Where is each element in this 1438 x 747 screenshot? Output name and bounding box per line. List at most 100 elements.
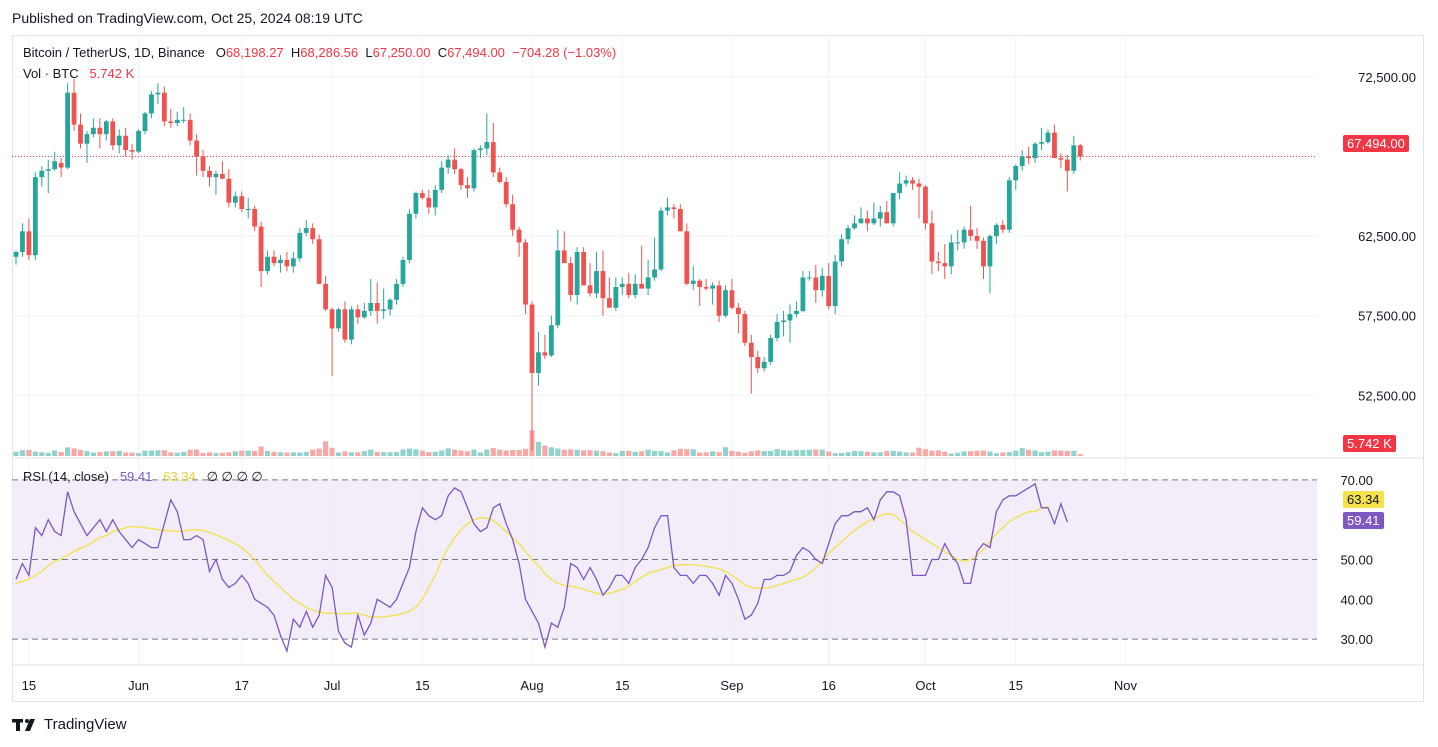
volume-bar xyxy=(310,449,316,456)
candle-body xyxy=(349,309,354,340)
volume-bar xyxy=(987,451,993,456)
volume-bar xyxy=(890,450,896,456)
volume-bar xyxy=(974,450,980,456)
symbol-title[interactable]: Bitcoin / TetherUS, 1D, Binance xyxy=(23,45,205,60)
volume-bar xyxy=(703,452,709,456)
candle-body xyxy=(832,261,838,307)
volume-bar xyxy=(45,452,51,456)
volume-bar xyxy=(780,450,787,456)
volume-bar xyxy=(232,451,238,456)
volume-bar xyxy=(1051,450,1058,456)
candle-body xyxy=(278,259,283,264)
price-tick-label: 52,500.00 xyxy=(1358,388,1416,403)
volume-bar xyxy=(787,450,793,456)
candle-body xyxy=(858,218,864,224)
footer-brand[interactable]: TradingView xyxy=(12,716,127,733)
volume-bar xyxy=(748,451,754,456)
volume-bar xyxy=(432,451,438,456)
candle-body xyxy=(910,180,915,184)
price-tick-label: 72,500.00 xyxy=(1358,70,1416,85)
candle-body xyxy=(323,283,328,310)
volume-bar xyxy=(39,452,45,456)
candle-body xyxy=(258,226,264,272)
rsi-tag: 59.41 xyxy=(1343,512,1384,529)
candle-body xyxy=(684,231,690,284)
candle-body xyxy=(316,239,322,284)
volume-bar xyxy=(200,452,206,456)
volume-bar xyxy=(464,451,471,456)
candle-body xyxy=(413,193,419,214)
volume-bar xyxy=(97,452,103,456)
volume-bar xyxy=(103,451,109,456)
rsi-ma-value: 63.34 xyxy=(163,469,196,484)
volume-bar xyxy=(497,449,503,456)
volume-bar xyxy=(503,450,509,456)
candle-body xyxy=(929,223,935,262)
candle-body xyxy=(1032,143,1038,159)
rsi-legend: RSI (14, close) 59.41 63.34 ∅ ∅ ∅ ∅ xyxy=(23,469,263,485)
candle-body xyxy=(548,325,554,356)
volume-bar xyxy=(561,449,567,456)
high-value: 68,286.56 xyxy=(300,45,359,60)
volume-bar xyxy=(619,450,625,456)
candle-body xyxy=(465,185,470,189)
time-tick-label: 15 xyxy=(22,678,36,693)
candle-body xyxy=(594,271,599,294)
candle-body xyxy=(697,280,703,288)
volume-bar xyxy=(593,450,600,456)
candle-body xyxy=(619,283,625,288)
candle-body xyxy=(845,228,851,240)
close-value: 67,494.00 xyxy=(447,45,505,60)
volume-bar xyxy=(993,453,999,456)
volume-bar xyxy=(226,452,232,456)
candle-body xyxy=(368,302,374,311)
volume-bar xyxy=(942,451,948,456)
candle-body xyxy=(1077,145,1083,157)
candle-body xyxy=(303,228,309,233)
candle-body xyxy=(245,209,251,210)
volume-bar xyxy=(722,447,729,456)
volume-bar xyxy=(187,449,193,456)
candle-body xyxy=(742,314,748,343)
rsi-tick-label: 70.00 xyxy=(1340,473,1373,488)
volume-bar xyxy=(123,452,129,456)
volume-bar xyxy=(58,452,64,456)
candle-body xyxy=(800,277,806,311)
candle-body xyxy=(239,196,245,209)
volume-bar xyxy=(806,449,812,456)
volume-bar xyxy=(948,453,954,456)
candle-body xyxy=(142,113,148,131)
volume-bar xyxy=(768,450,774,456)
candle-body xyxy=(826,275,832,307)
candle-body xyxy=(1039,142,1044,144)
volume-bar xyxy=(742,452,748,456)
candle-body xyxy=(555,250,561,326)
candle-body xyxy=(452,159,457,170)
candle-body xyxy=(890,193,896,224)
volume-bar xyxy=(387,452,393,456)
candle-body xyxy=(136,130,141,152)
candle-body xyxy=(200,156,206,171)
candle-body xyxy=(84,134,90,144)
candle-body xyxy=(510,204,516,230)
rsi-label[interactable]: RSI (14, close) xyxy=(23,469,109,484)
candle-body xyxy=(677,209,683,232)
candle-body xyxy=(774,322,780,338)
candle-body xyxy=(407,213,412,260)
candle-body xyxy=(587,285,593,294)
candle-body xyxy=(290,258,296,267)
volume-bar xyxy=(148,450,155,456)
volume-bar xyxy=(871,452,877,456)
volume-bar xyxy=(13,451,19,456)
volume-bar xyxy=(961,451,967,456)
change-value: −704.28 (−1.03%) xyxy=(512,45,617,60)
volume-bar xyxy=(400,449,406,456)
candle-body xyxy=(916,183,922,187)
volume-bar xyxy=(858,451,864,456)
candle-body xyxy=(394,283,399,300)
candle-body xyxy=(52,161,58,170)
volume-bar xyxy=(1006,452,1012,456)
price-chart[interactable]: 72,500.00 62,500.00 57,500.00 52,500.00 70.0… xyxy=(12,35,1424,702)
volume-label[interactable]: Vol · BTC xyxy=(23,66,79,81)
candle-body xyxy=(729,290,735,308)
